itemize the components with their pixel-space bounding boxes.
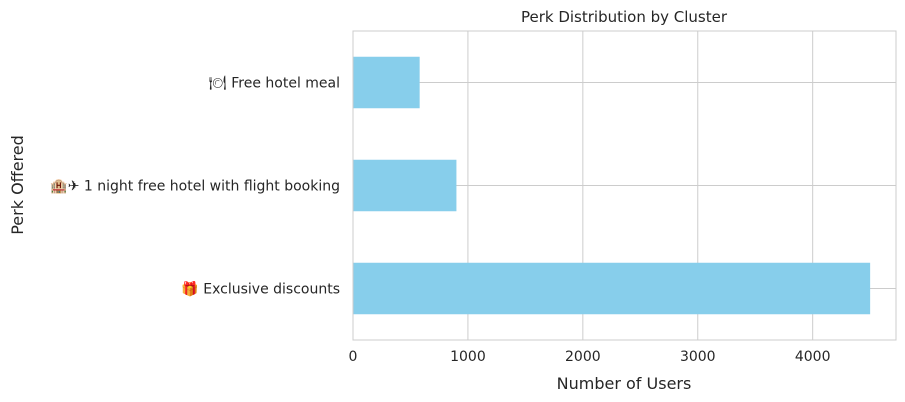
- y-tick-label: 🏨✈ 1 night free hotel with flight bookin…: [50, 179, 340, 195]
- bar: [353, 159, 457, 212]
- x-tick-label: 2000: [565, 349, 601, 365]
- bars: [353, 56, 871, 315]
- y-tick-labels: 🎁 Exclusive discounts 🏨✈ 1 night free hot…: [50, 76, 340, 298]
- y-axis-label: Perk Offered: [8, 135, 27, 235]
- x-axis-label: Number of Users: [557, 374, 692, 393]
- x-tick-label: 3000: [680, 349, 716, 365]
- x-tick-label: 0: [349, 349, 358, 365]
- plot-frame: [352, 30, 897, 341]
- y-tick-label: 🍽 Free hotel meal: [209, 76, 340, 92]
- bar: [353, 56, 420, 109]
- x-tick-label: 1000: [450, 349, 486, 365]
- y-tick-label: 🎁 Exclusive discounts: [181, 281, 340, 298]
- x-tick-label: 4000: [795, 349, 831, 365]
- x-tick-labels: 0 1000 2000 3000 4000: [349, 349, 831, 365]
- chart-title: Perk Distribution by Cluster: [521, 8, 728, 26]
- bar: [353, 262, 871, 315]
